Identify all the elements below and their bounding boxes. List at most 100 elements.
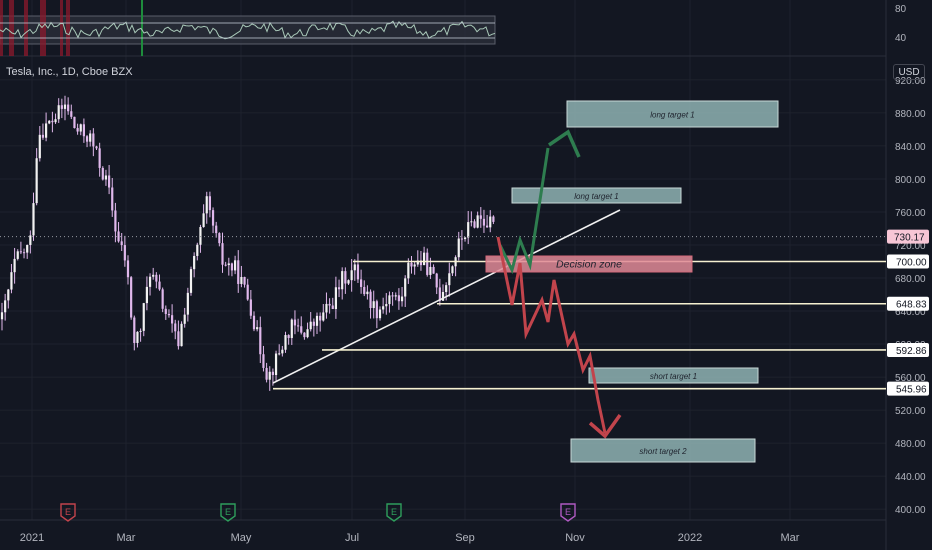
candle-body <box>290 319 293 339</box>
candle-body <box>303 332 306 338</box>
y-tick-label: 800.00 <box>895 175 926 186</box>
x-tick-label: Jul <box>345 532 359 544</box>
candle-body <box>271 371 274 375</box>
candle-body <box>463 237 467 240</box>
candle-body <box>202 213 205 228</box>
earnings-marker-icon <box>220 503 236 522</box>
candle-body <box>441 292 445 301</box>
candle-body <box>45 123 48 138</box>
candle-body <box>95 146 98 149</box>
candle-body <box>130 277 133 318</box>
price-level-tag <box>887 296 929 311</box>
candle-body <box>171 315 174 324</box>
long-arrow-up <box>498 147 550 275</box>
candle-body <box>341 271 344 290</box>
candle-body <box>473 221 476 228</box>
candle-body <box>126 260 130 278</box>
y-tick-label: 840.00 <box>895 142 926 153</box>
y-tick-label: 680.00 <box>895 274 926 285</box>
candle-body <box>26 244 29 253</box>
candle-body <box>155 274 158 282</box>
candle-body <box>89 133 92 142</box>
candle-body <box>120 241 123 246</box>
y-tick-label: 920.00 <box>895 76 926 87</box>
short-arrow-down <box>496 236 607 434</box>
candle-body <box>281 349 284 354</box>
candle-body <box>391 295 394 297</box>
candle-body <box>312 321 315 326</box>
candle-body <box>92 133 95 147</box>
price-level-value: 545.96 <box>896 385 927 396</box>
candle-body <box>448 273 451 286</box>
indicator-pane <box>0 0 496 56</box>
candle-body <box>205 196 208 214</box>
candle-body <box>315 315 319 326</box>
candle-body <box>98 148 101 168</box>
candle-body <box>133 317 136 343</box>
x-tick-label: May <box>231 532 252 544</box>
currency-button[interactable]: USD <box>893 64 925 80</box>
y-tick-label: 440.00 <box>895 472 926 483</box>
candle-body <box>325 303 328 313</box>
x-tick-label: Mar <box>117 532 136 544</box>
candle-body <box>16 251 19 259</box>
candle-body <box>230 263 234 271</box>
candle-body <box>410 262 413 267</box>
candle-body <box>38 134 41 159</box>
candle-body <box>136 331 139 343</box>
candle-body <box>397 295 400 302</box>
candle-body <box>432 266 435 274</box>
candle-body <box>423 252 426 266</box>
y-tick-label: 720.00 <box>895 241 926 252</box>
trend-line <box>272 209 621 384</box>
candle-body <box>360 279 363 287</box>
candle-body <box>300 326 303 333</box>
x-tick-label: 2022 <box>678 532 702 544</box>
candle-body <box>82 124 85 137</box>
candle-body <box>479 215 482 219</box>
candle-body <box>256 327 259 330</box>
candle-body <box>48 120 51 124</box>
candle-body <box>369 291 372 309</box>
zone-short <box>588 367 759 384</box>
overbought-shade <box>0 0 3 56</box>
indicator-tick-label: 40 <box>895 33 907 44</box>
price-level-value: 592.86 <box>896 346 927 357</box>
candle-body <box>237 260 240 284</box>
candle-body <box>322 312 325 321</box>
candle-body <box>123 245 126 261</box>
candle-body <box>489 216 492 228</box>
candle-body <box>79 124 82 132</box>
indicator-tick-label: 80 <box>895 4 907 15</box>
candle-body <box>0 312 4 320</box>
candle-body <box>13 258 16 273</box>
long-arrow-head <box>548 129 581 158</box>
candle-body <box>164 308 167 314</box>
candle-body <box>287 335 290 339</box>
candle-body <box>394 295 397 297</box>
candle-body <box>265 367 268 380</box>
candle-body <box>306 329 309 338</box>
candle-body <box>404 278 407 297</box>
candle-body <box>139 330 142 332</box>
last-price-tag <box>887 229 929 244</box>
candle-body <box>22 252 26 254</box>
zone-label: long target 1 <box>650 111 694 120</box>
y-tick-label: 520.00 <box>895 406 926 417</box>
candle-body <box>57 105 60 120</box>
grid <box>0 0 887 550</box>
candle-body <box>10 272 13 290</box>
candle-body <box>218 233 221 244</box>
candle-body <box>350 270 353 281</box>
indicator-band <box>0 15 496 45</box>
chart-title: Tesla, Inc., 1D, Cboe BZX <box>6 66 133 78</box>
candle-body <box>284 335 287 350</box>
candle-body <box>67 104 70 112</box>
zone-long <box>566 100 779 128</box>
x-tick-label: 2021 <box>20 532 44 544</box>
price-level-value: 648.83 <box>896 300 927 311</box>
y-axis[interactable]: 920.00 880.00 840.00 800.00 760.00 720.00 680.… <box>887 4 929 516</box>
x-axis[interactable]: 2021 Mar May Jul Sep Nov 2022 Mar <box>20 532 800 544</box>
candle-body <box>252 315 256 330</box>
